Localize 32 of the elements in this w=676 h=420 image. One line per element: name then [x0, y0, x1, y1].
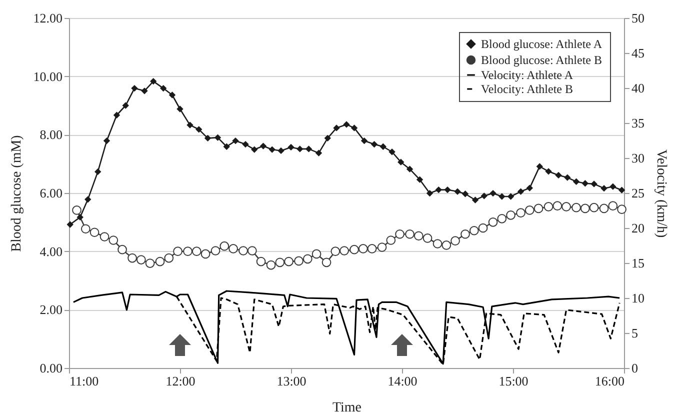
y-tick-label: 2.00 [40, 302, 62, 318]
y-tick-label: 8.00 [40, 127, 62, 142]
y2-tick-label: 45 [632, 46, 644, 60]
legend-label: Blood glucose: Athlete A [481, 37, 602, 51]
x-tick-label: 16:00 [594, 374, 624, 388]
y-tick-label: 12.00 [33, 10, 62, 26]
x-tick-label: 13:00 [276, 374, 306, 388]
y2-tick-label: 30 [632, 150, 644, 166]
y2-tick-label: 50 [632, 10, 644, 26]
y2-tick-label: 35 [632, 116, 644, 130]
y2-tick-label: 20 [632, 220, 644, 236]
legend-label: Velocity: Athlete A [481, 68, 574, 82]
x-tick-label: 11:00 [70, 374, 99, 388]
y-tick-label: 6.00 [40, 186, 62, 200]
x-axis-title: Time [332, 400, 362, 416]
x-tick-label: 12:00 [166, 374, 196, 388]
x-tick-label: 14:00 [388, 374, 418, 388]
y-axis-title: Blood glucose (mM) [9, 134, 24, 252]
x-tick-label: 15:00 [498, 374, 528, 388]
legend-label: Velocity: Athlete B [481, 82, 573, 96]
y2-tick-label: 40 [632, 80, 644, 96]
y2-tick-label: 15 [632, 256, 644, 270]
y-tick-label: 4.00 [40, 244, 62, 259]
y2-tick-label: 5 [632, 326, 638, 340]
y-tick-label: 10.00 [33, 68, 62, 84]
y2-tick-label: 0 [632, 360, 638, 376]
y2-tick-label: 10 [632, 290, 644, 306]
y-tick-label: 0.00 [40, 360, 62, 376]
y2-axis-title: Velocity (km/h) [654, 149, 668, 238]
y2-tick-label: 25 [632, 186, 644, 200]
line-series [72, 290, 620, 365]
legend-label: Blood glucose: Athlete B [481, 53, 602, 67]
